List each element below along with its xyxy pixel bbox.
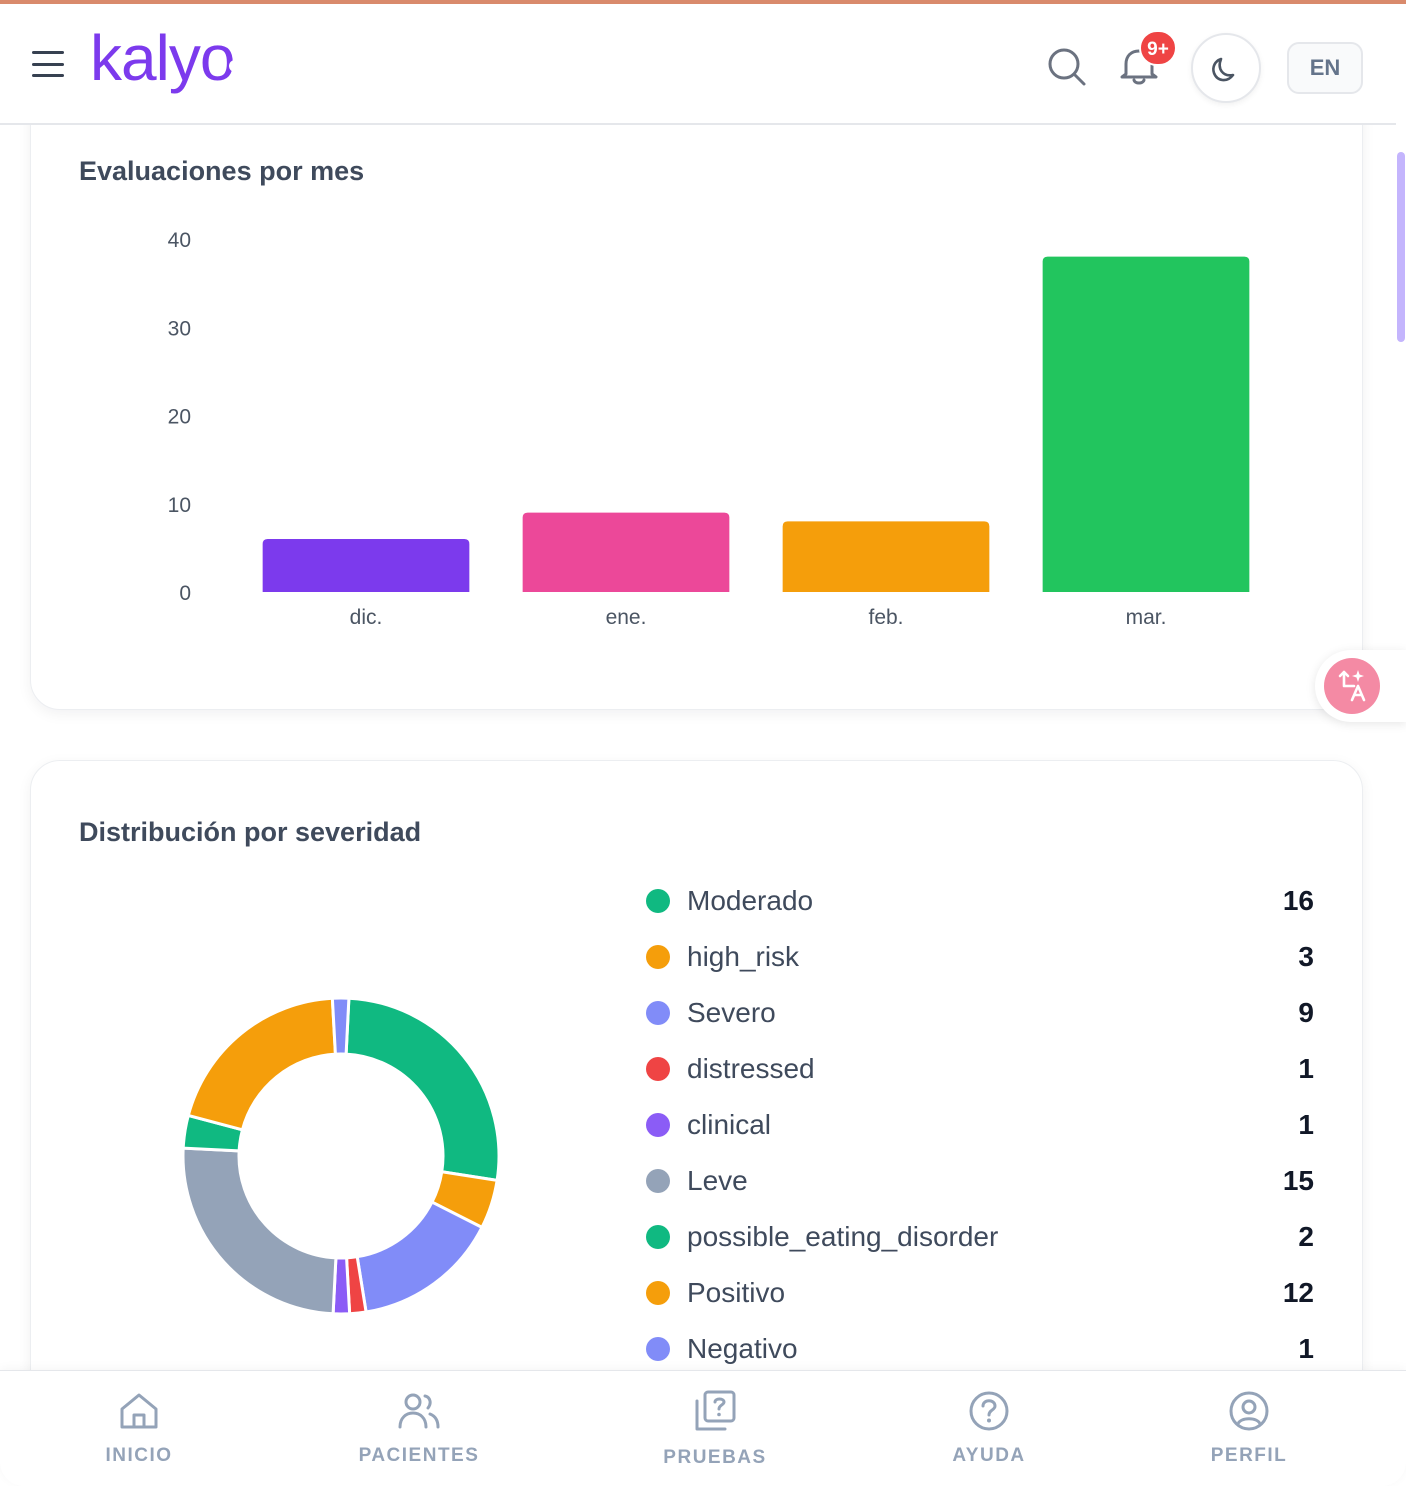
- logo-text: kalyo: [90, 26, 234, 94]
- severity-chart-title: Distribución por severidad: [79, 817, 422, 847]
- legend-swatch: [646, 1001, 670, 1025]
- severity-legend: Moderado 16 high_risk 3 Severo 9 distressed 1 cl…: [643, 873, 1317, 1377]
- bar-feb[interactable]: [782, 521, 990, 592]
- severity-distribution-card: Distribución por severidad Moderado 16 hig…: [30, 760, 1363, 1460]
- y-tick-label: 20: [168, 406, 191, 429]
- notification-badge: 9+: [1139, 30, 1177, 66]
- translate-button[interactable]: [1324, 658, 1380, 714]
- x-tick-label: mar.: [1126, 606, 1167, 629]
- legend-label: clinical: [687, 1109, 772, 1140]
- legend-item[interactable]: Severo 9: [643, 985, 1317, 1041]
- nav-item-perfil[interactable]: PERFIL: [1149, 1371, 1349, 1486]
- theme-toggle-button[interactable]: [1191, 33, 1261, 103]
- donut-slice-leve[interactable]: [181, 1146, 338, 1316]
- legend-count: 16: [1282, 885, 1314, 916]
- legend-item[interactable]: distressed 1: [643, 1041, 1317, 1097]
- search-icon[interactable]: [1044, 44, 1090, 90]
- nav-label-pacientes: PACIENTES: [358, 1445, 480, 1466]
- nav-label-perfil: PERFIL: [1210, 1445, 1288, 1466]
- monthly-evaluations-card: Evaluaciones por mes 0 10 20 30 40 dic. ene. fe…: [30, 60, 1363, 710]
- tests-icon: [695, 1390, 736, 1431]
- nav-item-ayuda[interactable]: AYUDA: [889, 1371, 1089, 1486]
- legend-count: 12: [1282, 1277, 1314, 1308]
- translate-icon: [1338, 670, 1366, 702]
- window-top-accent: [0, 0, 1406, 4]
- kalyo-logo[interactable]: kalyo: [90, 26, 260, 106]
- translate-floating-tab: [1315, 650, 1406, 722]
- x-tick-label: feb.: [868, 606, 903, 629]
- legend-count: 3: [1298, 941, 1314, 972]
- bottom-navigation: INICIO PACIENTES PRUEBAS: [0, 1370, 1406, 1486]
- scrollbar-thumb[interactable]: [1397, 152, 1405, 342]
- home-icon: [120, 1393, 158, 1429]
- bar-dic[interactable]: [262, 539, 470, 592]
- legend-swatch: [646, 945, 670, 969]
- legend-count: 1: [1298, 1109, 1314, 1140]
- legend-count: 1: [1298, 1053, 1314, 1084]
- severity-donut-chart: [181, 996, 501, 1316]
- y-tick-label: 40: [168, 229, 191, 252]
- legend-count: 9: [1298, 997, 1314, 1028]
- legend-label: possible_eating_disorder: [687, 1221, 999, 1252]
- legend-count: 1: [1298, 1333, 1314, 1364]
- legend-item[interactable]: Moderado 16: [643, 873, 1317, 929]
- legend-item[interactable]: possible_eating_disorder 2: [643, 1209, 1317, 1265]
- donut-slice-severo[interactable]: [355, 1200, 484, 1314]
- legend-count: 15: [1282, 1165, 1314, 1196]
- bar-mar[interactable]: [1042, 256, 1250, 592]
- nav-label-inicio: INICIO: [105, 1445, 173, 1466]
- donut-slice-negativo[interactable]: [330, 996, 351, 1056]
- language-button[interactable]: EN: [1287, 42, 1363, 94]
- users-icon: [398, 1393, 440, 1429]
- legend-label: Severo: [687, 997, 776, 1028]
- legend-item[interactable]: high_risk 3: [643, 929, 1317, 985]
- nav-label-pruebas: PRUEBAS: [663, 1447, 767, 1468]
- profile-icon: [1229, 1391, 1269, 1431]
- legend-item[interactable]: clinical 1: [643, 1097, 1317, 1153]
- legend-label: Moderado: [687, 885, 814, 916]
- bar-ene[interactable]: [522, 512, 730, 592]
- top-header: kalyo 9+ EN: [0, 4, 1396, 125]
- hamburger-menu-icon[interactable]: [30, 48, 66, 80]
- nav-item-inicio[interactable]: INICIO: [39, 1371, 239, 1486]
- nav-item-pruebas[interactable]: PRUEBAS: [615, 1371, 815, 1486]
- x-tick-label: ene.: [606, 606, 647, 629]
- help-icon: [969, 1391, 1009, 1431]
- legend-label: Positivo: [687, 1277, 786, 1308]
- nav-label-ayuda: AYUDA: [952, 1445, 1026, 1466]
- legend-label: distressed: [687, 1053, 815, 1084]
- legend-count: 2: [1298, 1221, 1314, 1252]
- donut-slice-moderado[interactable]: [344, 996, 501, 1183]
- monthly-bar-chart: 0 10 20 30 40 dic. ene. feb. mar.: [168, 229, 1250, 629]
- moon-icon: [1212, 57, 1235, 82]
- legend-item[interactable]: Leve 15: [643, 1153, 1317, 1209]
- legend-label: Leve: [687, 1165, 748, 1196]
- y-tick-label: 0: [179, 582, 191, 605]
- legend-item[interactable]: Negativo 1: [643, 1321, 1317, 1377]
- nav-item-pacientes[interactable]: PACIENTES: [319, 1371, 519, 1486]
- donut-slice-positivo[interactable]: [186, 996, 338, 1132]
- legend-swatch: [646, 1281, 670, 1305]
- legend-swatch: [646, 1169, 670, 1193]
- y-tick-label: 10: [168, 494, 191, 517]
- legend-swatch: [646, 1225, 670, 1249]
- x-tick-label: dic.: [350, 606, 383, 629]
- legend-item[interactable]: Positivo 12: [643, 1265, 1317, 1321]
- legend-swatch: [646, 1113, 670, 1137]
- scrollbar-track[interactable]: [1396, 125, 1406, 1370]
- y-tick-label: 30: [168, 317, 191, 340]
- legend-swatch: [646, 889, 670, 913]
- legend-label: high_risk: [687, 941, 800, 972]
- legend-label: Negativo: [687, 1333, 798, 1364]
- monthly-chart-title: Evaluaciones por mes: [79, 156, 365, 186]
- legend-swatch: [646, 1337, 670, 1361]
- legend-swatch: [646, 1057, 670, 1081]
